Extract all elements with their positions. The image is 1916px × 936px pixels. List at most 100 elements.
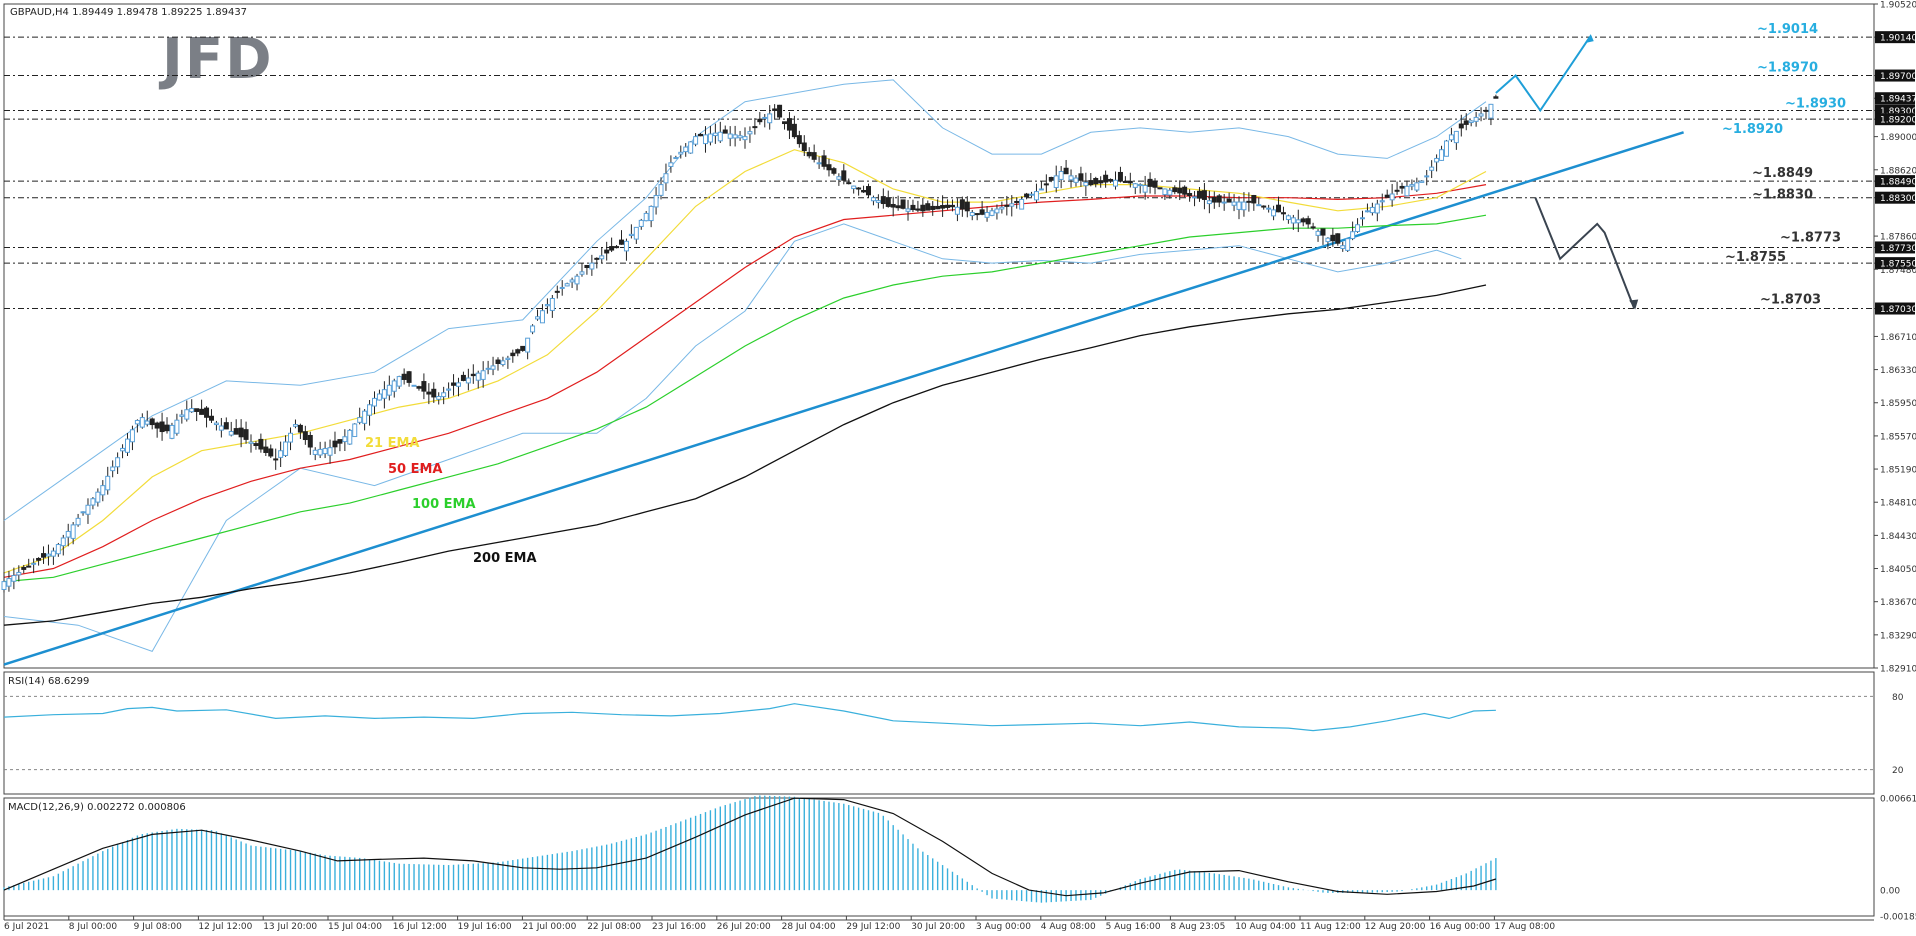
macd-pane[interactable] xyxy=(3,797,1875,917)
candle xyxy=(273,448,279,470)
candle xyxy=(1231,194,1237,212)
bull-candle xyxy=(436,396,442,400)
bear-candle xyxy=(1182,186,1188,195)
bull-candle xyxy=(317,448,323,456)
candle xyxy=(757,112,763,125)
candle xyxy=(11,567,17,590)
rsi-pane[interactable] xyxy=(3,671,1875,795)
bear-candle xyxy=(1063,167,1069,175)
bear-candle xyxy=(584,264,590,269)
bear-candle xyxy=(1300,218,1306,223)
price-tick-label: 1.87860 xyxy=(1880,233,1916,243)
candle xyxy=(707,125,713,146)
bear-candle xyxy=(233,428,239,435)
bull-candle xyxy=(544,304,550,307)
bull-candle xyxy=(643,212,649,222)
bear-candle xyxy=(460,374,466,381)
bull-candle xyxy=(648,205,654,222)
candle xyxy=(678,145,684,159)
bull-candle xyxy=(1448,134,1454,141)
bull-candle xyxy=(1068,175,1074,181)
bull-candle xyxy=(1434,157,1440,163)
bull-candle xyxy=(411,384,417,387)
candle xyxy=(1137,183,1143,194)
candle xyxy=(6,570,12,592)
candle xyxy=(317,441,323,459)
bull-candle xyxy=(1132,183,1138,188)
candle xyxy=(332,431,338,454)
bull-candle xyxy=(1033,191,1039,201)
candle xyxy=(179,409,185,424)
candle xyxy=(1206,190,1212,214)
bear-candle xyxy=(915,208,921,211)
time-label: 13 Jul 20:00 xyxy=(263,922,317,932)
price-tick-label: 1.89437 xyxy=(1880,95,1916,105)
candle xyxy=(1192,191,1198,207)
candle xyxy=(139,413,145,429)
candle xyxy=(278,441,284,467)
bull-candle xyxy=(1083,181,1089,187)
bull-candle xyxy=(85,504,91,515)
bull-candle xyxy=(500,360,506,366)
bear-candle xyxy=(831,168,837,174)
candle xyxy=(1350,221,1356,241)
candle xyxy=(1439,145,1445,161)
bear-candle xyxy=(238,427,244,438)
price-tick-label: 1.86330 xyxy=(1880,366,1916,376)
bull-candle xyxy=(441,392,447,398)
candle xyxy=(1038,181,1044,191)
candle xyxy=(683,143,689,157)
candle xyxy=(1127,172,1133,188)
candle xyxy=(1340,241,1346,252)
candle xyxy=(189,399,195,413)
candle xyxy=(584,264,590,275)
bull-candle xyxy=(213,422,219,426)
candle xyxy=(816,156,822,169)
candle xyxy=(16,565,22,582)
candle xyxy=(549,295,555,318)
candle xyxy=(880,188,886,209)
bull-candle xyxy=(376,393,382,401)
candle xyxy=(628,224,634,239)
bull-candle xyxy=(1038,188,1044,191)
candle xyxy=(500,356,506,367)
bear-candle xyxy=(772,108,778,111)
bull-candle xyxy=(678,151,684,155)
bear-candle xyxy=(159,421,165,433)
price-tick-label: 1.85950 xyxy=(1880,399,1916,409)
bear-candle xyxy=(609,246,615,251)
bear-candle xyxy=(1251,195,1257,204)
price-tag-bg xyxy=(1875,241,1915,254)
candle xyxy=(1290,214,1296,230)
candle xyxy=(619,230,624,245)
bear-candle xyxy=(806,151,812,157)
bull-candle xyxy=(465,377,471,384)
bull-candle xyxy=(134,419,140,425)
candle xyxy=(520,345,526,352)
candle xyxy=(614,244,620,249)
candle xyxy=(885,190,891,208)
bear-candle xyxy=(1335,233,1341,244)
bull-candle xyxy=(549,297,555,311)
candle xyxy=(1053,165,1059,193)
bear-candle xyxy=(268,448,274,457)
bear-candle xyxy=(935,205,941,210)
bull-candle xyxy=(490,365,496,370)
candle xyxy=(801,135,807,157)
bull-candle xyxy=(688,141,694,154)
bear-candle xyxy=(223,422,229,430)
bull-candle xyxy=(1137,184,1143,187)
candle xyxy=(688,141,694,154)
candle xyxy=(416,385,422,391)
bull-candle xyxy=(1315,230,1321,236)
bull-candle xyxy=(278,450,284,458)
candle xyxy=(1419,180,1425,183)
level-label-4: ~1.8849 xyxy=(1752,166,1813,181)
candle xyxy=(693,133,699,147)
bull-candle xyxy=(174,419,180,434)
candle xyxy=(1448,127,1454,142)
bull-candle xyxy=(707,133,713,143)
candle xyxy=(164,417,170,434)
bull-candle xyxy=(1488,103,1494,119)
